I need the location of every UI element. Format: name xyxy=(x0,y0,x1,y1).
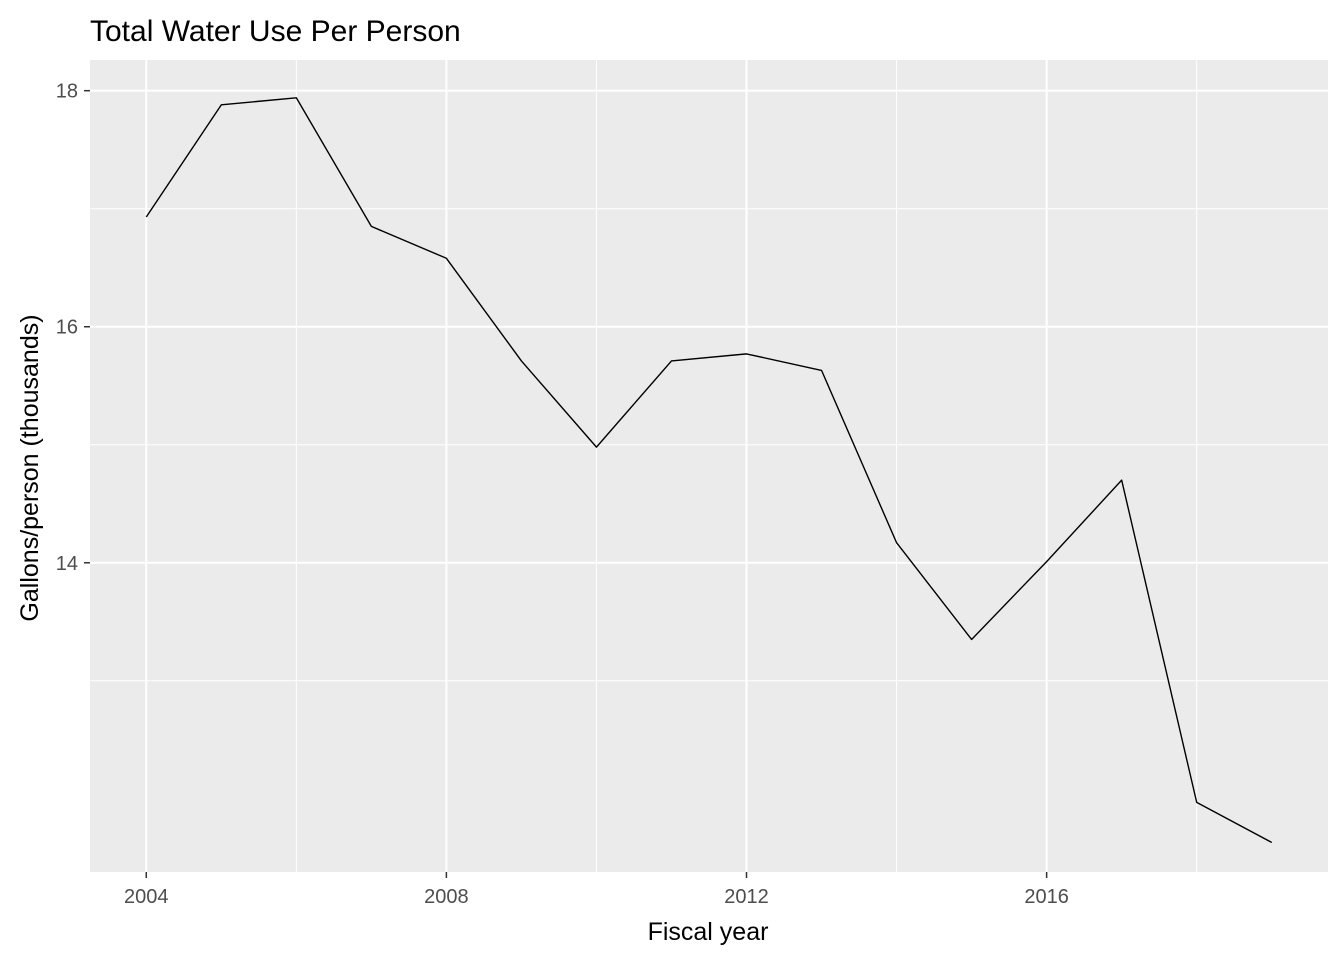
y-axis: 14 16 18 xyxy=(56,81,90,575)
y-tick-label: 18 xyxy=(56,81,78,103)
x-tick-label: 2008 xyxy=(424,886,469,908)
chart-title: Total Water Use Per Person xyxy=(90,15,461,48)
x-tick-label: 2004 xyxy=(124,886,169,908)
series-layer xyxy=(145,97,1273,844)
y-tick-label: 16 xyxy=(56,317,78,339)
x-axis-title: Fiscal year xyxy=(648,918,769,946)
x-tick-label: 2012 xyxy=(724,886,769,908)
x-axis: 2004 2008 2012 2016 xyxy=(124,872,1069,908)
major-gridlines xyxy=(90,60,1328,872)
series-line xyxy=(145,97,1273,844)
x-tick-label: 2016 xyxy=(1024,886,1069,908)
y-tick-label: 14 xyxy=(56,553,78,575)
minor-gridlines xyxy=(90,60,1328,872)
y-axis-title: Gallons/person (thousands) xyxy=(16,314,44,621)
plot-panel xyxy=(90,60,1328,872)
